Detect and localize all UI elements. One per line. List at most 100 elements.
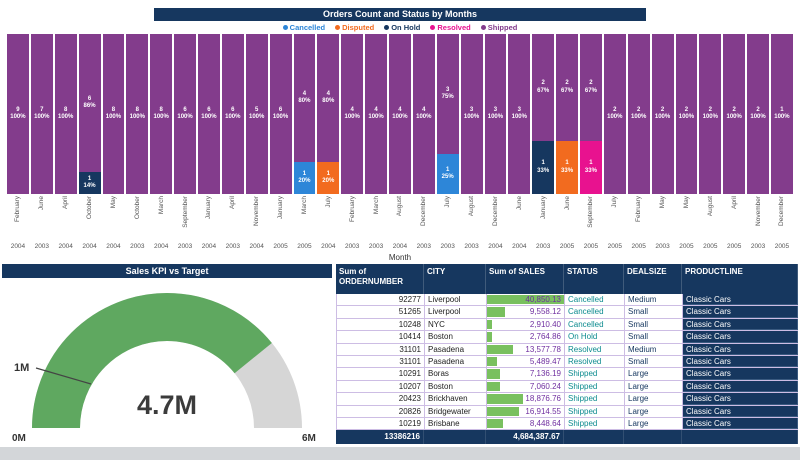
bar-segment-shipped[interactable]: 3 75% <box>436 34 459 154</box>
bar-segment-shipped[interactable]: 9 100% <box>7 34 29 194</box>
cell-dealsize[interactable]: Medium <box>625 343 683 355</box>
stacked-bar-december-2005[interactable]: 1 100% <box>771 34 793 194</box>
stacked-bar-november-2003[interactable]: 2 100% <box>747 34 769 194</box>
bar-segment-cancelled[interactable]: 1 25% <box>436 154 459 194</box>
bar-segment-shipped[interactable]: 3 100% <box>508 34 531 194</box>
bar-segment-shipped[interactable]: 6 100% <box>221 34 244 194</box>
bar-segment-shipped[interactable]: 2 67% <box>556 34 578 142</box>
stacked-bar-february-2005[interactable]: 2 100% <box>627 34 650 194</box>
bar-segment-shipped[interactable]: 2 100% <box>627 34 650 194</box>
cell-city[interactable]: Boston <box>425 380 487 393</box>
col-header-status[interactable]: STATUS <box>564 264 624 294</box>
bar-segment-disputed[interactable]: 1 33% <box>556 141 578 194</box>
bar-segment-shipped[interactable]: 8 100% <box>54 34 77 194</box>
cell-ordernumber[interactable]: 10219 <box>337 417 425 430</box>
cell-dealsize[interactable]: Large <box>625 368 683 380</box>
cell-sales[interactable]: 7,136.19 <box>487 368 565 380</box>
bar-segment-on-hold[interactable]: 1 14% <box>78 171 101 194</box>
legend-item-on-hold[interactable]: On Hold <box>384 23 420 32</box>
cell-status[interactable]: Cancelled <box>565 294 625 306</box>
stacked-bar-march-2005[interactable]: 1 20% 4 80% <box>293 34 316 194</box>
bar-segment-shipped[interactable]: 4 100% <box>365 34 387 194</box>
cell-ordernumber[interactable]: 31101 <box>337 355 425 368</box>
cell-status[interactable]: Cancelled <box>565 306 625 318</box>
cell-dealsize[interactable]: Large <box>625 405 683 417</box>
cell-sales[interactable]: 18,876.76 <box>487 393 565 405</box>
cell-city[interactable]: Bridgewater <box>425 405 487 417</box>
col-header-dealsize[interactable]: DEALSIZE <box>624 264 682 294</box>
cell-ordernumber[interactable]: 10414 <box>337 331 425 343</box>
table-row[interactable]: 10291 Boras 7,136.19 Shipped Large Classic Ca… <box>336 368 798 381</box>
cell-ordernumber[interactable]: 20423 <box>337 393 425 405</box>
legend-item-shipped[interactable]: Shipped <box>480 23 517 32</box>
cell-productline[interactable]: Classic Cars <box>683 306 798 318</box>
col-header-productline[interactable]: PRODUCTLINE <box>682 264 798 294</box>
cell-productline[interactable]: Classic Cars <box>683 393 798 405</box>
cell-sales[interactable]: 8,448.64 <box>487 417 565 430</box>
cell-city[interactable]: Boston <box>425 331 487 343</box>
cell-ordernumber[interactable]: 51265 <box>337 306 425 318</box>
cell-status[interactable]: Cancelled <box>565 318 625 331</box>
cell-dealsize[interactable]: Small <box>625 318 683 331</box>
cell-sales[interactable]: 13,577.78 <box>487 343 565 355</box>
table-row[interactable]: 31101 Pasadena 5,489.47 Resolved Small Classi… <box>336 355 798 369</box>
stacked-bar-february-2004[interactable]: 9 100% <box>7 34 29 194</box>
cell-dealsize[interactable]: Small <box>625 306 683 318</box>
cell-productline[interactable]: Classic Cars <box>683 368 798 380</box>
stacked-bar-january-2003[interactable]: 1 33% 2 67% <box>532 34 555 194</box>
table-row[interactable]: 10219 Brisbane 8,448.64 Shipped Large Classic… <box>336 417 798 431</box>
bar-segment-shipped[interactable]: 4 100% <box>341 34 364 194</box>
cell-sales[interactable]: 2,764.86 <box>487 331 565 343</box>
table-row[interactable]: 51265 Liverpool 9,558.12 Cancelled Small Clas… <box>336 306 798 319</box>
bar-segment-shipped[interactable]: 4 80% <box>293 34 316 162</box>
stacked-bar-june-2003[interactable]: 7 100% <box>30 34 53 194</box>
cell-city[interactable]: Brisbane <box>425 417 487 430</box>
cell-dealsize[interactable]: Large <box>625 417 683 430</box>
cell-status[interactable]: Shipped <box>565 405 625 417</box>
bar-segment-shipped[interactable]: 8 100% <box>126 34 149 194</box>
bar-segment-disputed[interactable]: 1 20% <box>317 162 340 194</box>
bar-segment-shipped[interactable]: 2 67% <box>580 34 602 142</box>
stacked-bar-december-2004[interactable]: 3 100% <box>484 34 507 194</box>
col-header-sum-of-sales[interactable]: Sum of SALES <box>486 264 564 294</box>
cell-productline[interactable]: Classic Cars <box>683 343 798 355</box>
table-row[interactable]: 92277 Liverpool 40,850.13 Cancelled Medium Cl… <box>336 294 798 307</box>
legend-item-resolved[interactable]: Resolved <box>430 23 471 32</box>
cell-status[interactable]: Shipped <box>565 393 625 405</box>
stacked-bar-march-2003[interactable]: 4 100% <box>365 34 387 194</box>
stacked-bar-october-2004[interactable]: 1 14% 6 86% <box>78 34 101 194</box>
cell-status[interactable]: Shipped <box>565 417 625 430</box>
bar-segment-shipped[interactable]: 2 67% <box>532 34 555 142</box>
cell-productline[interactable]: Classic Cars <box>683 331 798 343</box>
bar-segment-shipped[interactable]: 4 100% <box>412 34 435 194</box>
cell-status[interactable]: Resolved <box>565 343 625 355</box>
stacked-bar-february-2003[interactable]: 4 100% <box>341 34 364 194</box>
table-row[interactable]: 10248 NYC 2,910.40 Cancelled Small Classic Ca… <box>336 318 798 332</box>
bar-segment-shipped[interactable]: 1 100% <box>771 34 793 194</box>
bar-segment-shipped[interactable]: 6 100% <box>269 34 292 194</box>
cell-ordernumber[interactable]: 10207 <box>337 380 425 393</box>
bar-segment-resolved[interactable]: 1 33% <box>580 141 602 194</box>
cell-ordernumber[interactable]: 10291 <box>337 368 425 380</box>
stacked-bar-january-2004[interactable]: 6 100% <box>198 34 220 194</box>
cell-dealsize[interactable]: Small <box>625 331 683 343</box>
cell-status[interactable]: Shipped <box>565 368 625 380</box>
cell-city[interactable]: Brickhaven <box>425 393 487 405</box>
cell-status[interactable]: Shipped <box>565 380 625 393</box>
col-header-city[interactable]: CITY <box>424 264 486 294</box>
cell-ordernumber[interactable]: 20826 <box>337 405 425 417</box>
cell-sales[interactable]: 2,910.40 <box>487 318 565 331</box>
cell-city[interactable]: Boras <box>425 368 487 380</box>
cell-sales[interactable]: 9,558.12 <box>487 306 565 318</box>
stacked-bar-march-2004[interactable]: 8 100% <box>150 34 173 194</box>
legend-item-cancelled[interactable]: Cancelled <box>282 23 325 32</box>
stacked-bar-july-2004[interactable]: 1 20% 4 80% <box>317 34 340 194</box>
stacked-bar-april-2004[interactable]: 8 100% <box>54 34 77 194</box>
cell-dealsize[interactable]: Medium <box>625 294 683 306</box>
bar-segment-shipped[interactable]: 2 100% <box>747 34 769 194</box>
bar-segment-shipped[interactable]: 2 100% <box>675 34 698 194</box>
table-row[interactable]: 20423 Brickhaven 18,876.76 Shipped Large Clas… <box>336 393 798 406</box>
cell-ordernumber[interactable]: 92277 <box>337 294 425 306</box>
stacked-bar-october-2003[interactable]: 8 100% <box>126 34 149 194</box>
bar-segment-shipped[interactable]: 2 100% <box>603 34 626 194</box>
